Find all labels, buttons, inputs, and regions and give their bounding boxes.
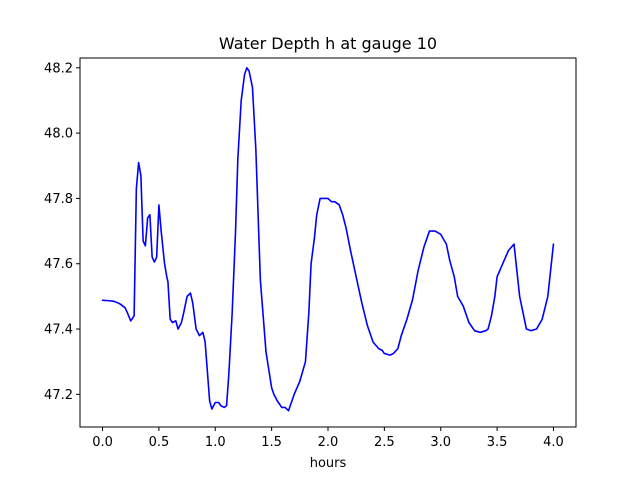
y-tick-label: 48.2 — [44, 61, 73, 76]
x-tick-label: 3.0 — [430, 435, 451, 450]
x-tick-label: 0.0 — [92, 435, 113, 450]
x-tick-label: 0.5 — [149, 435, 170, 450]
y-tick-label: 47.4 — [44, 323, 73, 338]
chart-title: Water Depth h at gauge 10 — [219, 34, 437, 53]
x-tick-label: 4.0 — [543, 435, 564, 450]
x-tick-label: 3.5 — [487, 435, 508, 450]
y-tick-label: 47.8 — [44, 192, 73, 207]
y-tick-label: 47.6 — [44, 257, 73, 272]
y-tick-label: 47.2 — [44, 388, 73, 403]
x-axis: 0.0 0.5 1.0 1.5 2.0 2.5 3.0 3.5 4.0 — [92, 427, 564, 450]
y-axis: 47.2 47.4 47.6 47.8 48.0 48.2 — [44, 61, 80, 403]
x-tick-label: 2.0 — [318, 435, 339, 450]
series-layer — [101, 67, 555, 412]
x-tick-label: 1.0 — [205, 435, 226, 450]
x-tick-label: 2.5 — [374, 435, 395, 450]
x-tick-label: 1.5 — [261, 435, 282, 450]
x-axis-label: hours — [310, 456, 347, 471]
y-tick-label: 48.0 — [44, 127, 73, 142]
series-line-0 — [101, 67, 555, 412]
